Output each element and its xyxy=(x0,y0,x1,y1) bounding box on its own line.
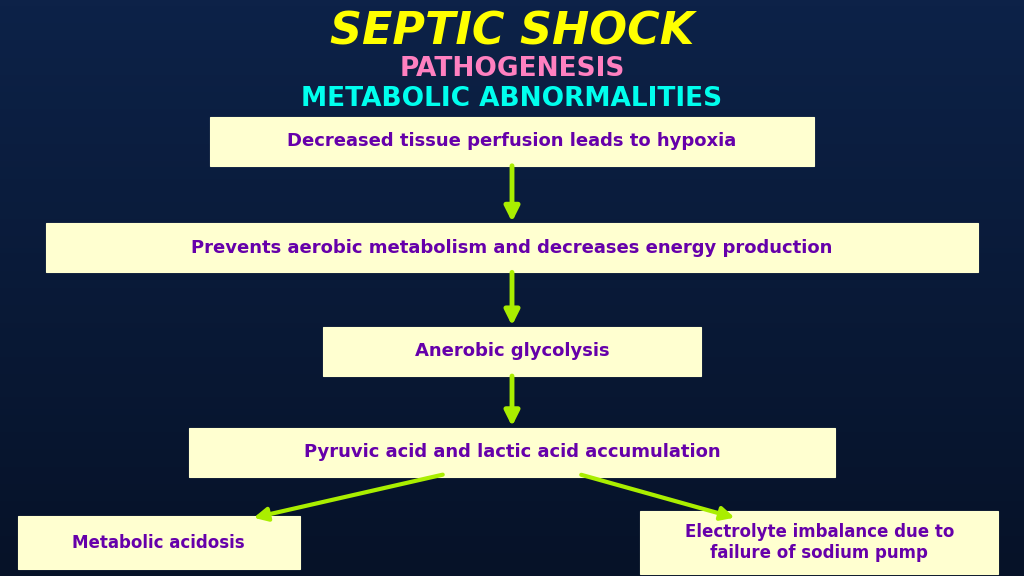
Text: METABOLIC ABNORMALITIES: METABOLIC ABNORMALITIES xyxy=(301,86,723,112)
Text: Decreased tissue perfusion leads to hypoxia: Decreased tissue perfusion leads to hypo… xyxy=(288,132,736,150)
Text: SEPTIC SHOCK: SEPTIC SHOCK xyxy=(330,10,694,53)
FancyBboxPatch shape xyxy=(323,327,701,376)
FancyBboxPatch shape xyxy=(210,116,814,166)
FancyBboxPatch shape xyxy=(17,516,300,569)
Text: Pyruvic acid and lactic acid accumulation: Pyruvic acid and lactic acid accumulatio… xyxy=(304,443,720,461)
FancyBboxPatch shape xyxy=(640,511,998,574)
Text: Prevents aerobic metabolism and decreases energy production: Prevents aerobic metabolism and decrease… xyxy=(191,238,833,257)
Text: Electrolyte imbalance due to
failure of sodium pump: Electrolyte imbalance due to failure of … xyxy=(684,523,954,562)
Text: Metabolic acidosis: Metabolic acidosis xyxy=(73,533,245,552)
FancyBboxPatch shape xyxy=(46,223,978,272)
Text: Anerobic glycolysis: Anerobic glycolysis xyxy=(415,342,609,361)
FancyBboxPatch shape xyxy=(189,427,835,477)
Text: PATHOGENESIS: PATHOGENESIS xyxy=(399,56,625,82)
